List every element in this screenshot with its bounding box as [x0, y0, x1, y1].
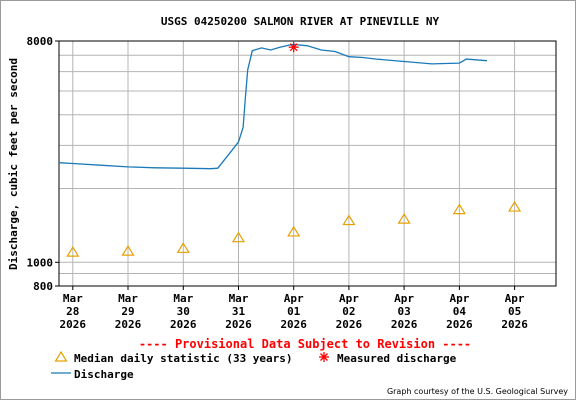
median-triangle-marker — [508, 200, 522, 212]
x-tick-label: 2026 — [225, 318, 252, 331]
legend: Median daily statistic (33 years) Measur… — [51, 350, 457, 381]
legend-measured-label: Measured discharge — [337, 352, 457, 365]
chart-title: USGS 04250200 SALMON RIVER AT PINEVILLE … — [161, 15, 440, 28]
x-tick-label: 02 — [342, 305, 355, 318]
x-tick-label: 28 — [66, 305, 79, 318]
series-layer — [58, 42, 522, 257]
provisional-notice: ---- Provisional Data Subject to Revisio… — [139, 337, 471, 351]
x-tick-label: 30 — [177, 305, 190, 318]
median-triangle-marker — [452, 203, 466, 215]
y-tick-label: 800 — [33, 280, 53, 293]
y-axis-label: Discharge, cubic feet per second — [7, 58, 20, 270]
x-tick-label: Apr — [339, 292, 359, 305]
x-tick-label: 2026 — [60, 318, 87, 331]
x-tick-label: Mar — [63, 292, 83, 305]
median-triangle-marker — [397, 212, 411, 224]
x-tick-label: 31 — [232, 305, 246, 318]
x-tick-label: 04 — [453, 305, 467, 318]
grid-layer — [59, 40, 556, 287]
x-tick-label: 29 — [121, 305, 134, 318]
median-triangle-marker — [342, 214, 356, 226]
x-tick-label: 05 — [508, 305, 521, 318]
x-tick-label: Apr — [449, 292, 469, 305]
x-tick-label: 2026 — [391, 318, 418, 331]
y-axis-ticks: 800 1000 8000 — [27, 35, 59, 293]
x-tick-label: Mar — [118, 292, 138, 305]
x-tick-label: Apr — [394, 292, 414, 305]
x-axis-ticks: Mar282026Mar292026Mar302026Mar312026Apr0… — [60, 286, 528, 331]
median-triangle-marker — [176, 242, 190, 253]
x-tick-label: Apr — [284, 292, 304, 305]
x-tick-label: Mar — [229, 292, 249, 305]
x-tick-label: 2026 — [280, 318, 307, 331]
median-triangle-marker — [231, 231, 246, 243]
median-triangle-marker — [121, 245, 135, 256]
x-tick-label: 2026 — [336, 318, 363, 331]
y-tick-label: 1000 — [27, 256, 54, 269]
legend-discharge-label: Discharge — [74, 368, 134, 381]
x-tick-label: 2026 — [115, 318, 142, 331]
x-tick-label: 01 — [287, 305, 301, 318]
x-tick-label: 2026 — [446, 318, 473, 331]
legend-measured-asterisk-icon — [319, 352, 329, 362]
median-triangle-marker — [287, 225, 301, 237]
x-tick-label: Mar — [173, 292, 193, 305]
legend-median-label: Median daily statistic (33 years) — [74, 352, 293, 365]
credit-text: Graph courtesy of the U.S. Geological Su… — [387, 387, 568, 396]
y-tick-label: 8000 — [27, 35, 54, 48]
measured-discharge-marker — [288, 42, 299, 53]
discharge-series-line — [58, 43, 488, 170]
plot-area-border — [58, 40, 557, 287]
median-triangle-marker — [66, 245, 80, 257]
legend-median-triangle-icon — [54, 350, 68, 362]
x-tick-label: 2026 — [170, 318, 197, 331]
x-tick-label: 2026 — [501, 318, 528, 331]
x-tick-label: 03 — [397, 305, 410, 318]
x-tick-label: Apr — [505, 292, 525, 305]
